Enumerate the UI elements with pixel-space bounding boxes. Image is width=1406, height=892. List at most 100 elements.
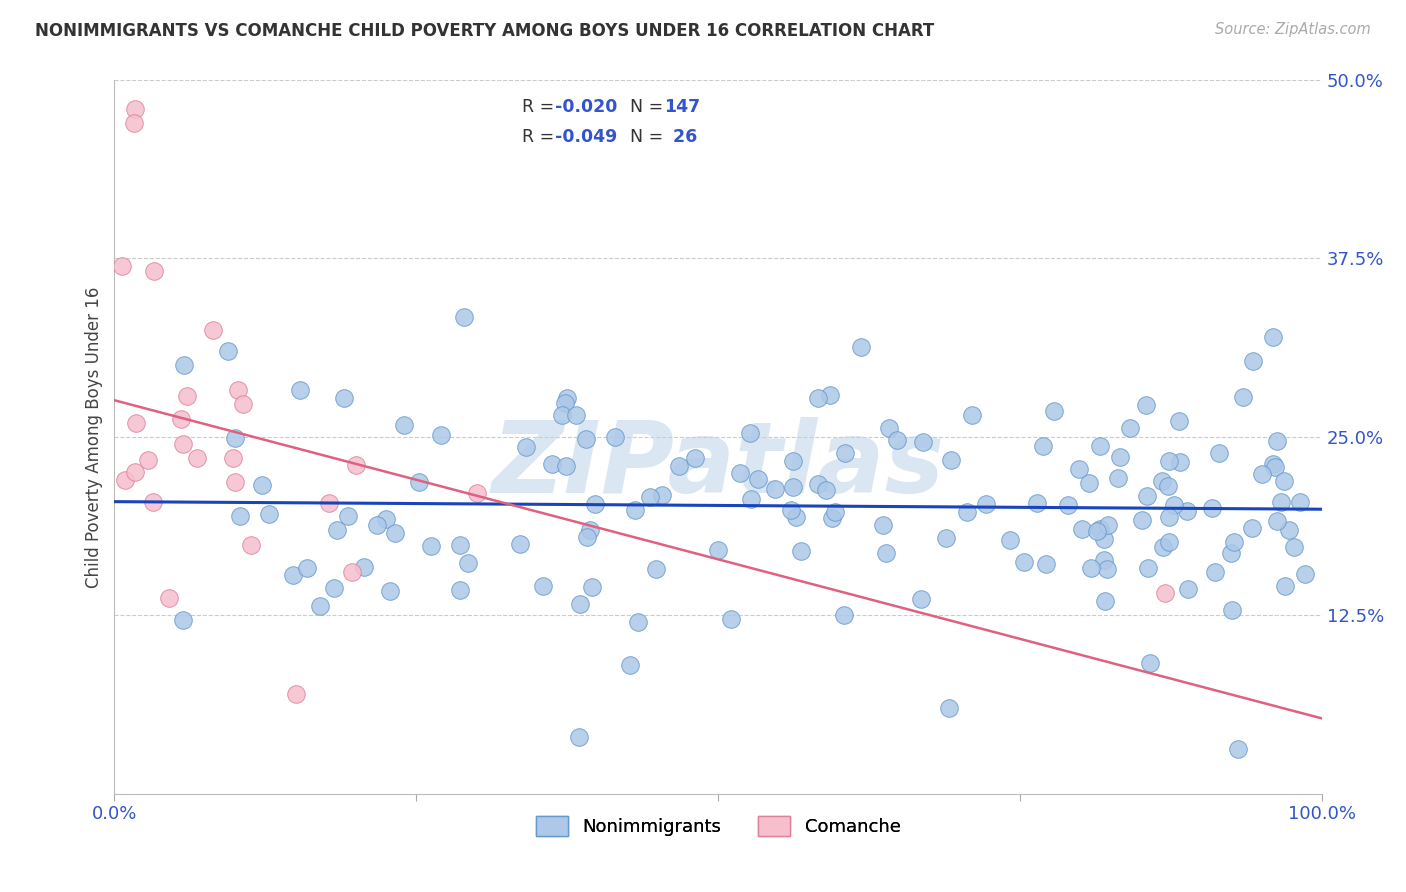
Point	[1163, 498, 1185, 512]
Point	[956, 505, 979, 519]
Point	[911, 435, 934, 450]
Point	[173, 359, 195, 373]
Point	[232, 397, 254, 411]
Point	[1080, 561, 1102, 575]
Point	[515, 440, 537, 454]
Point	[1088, 439, 1111, 453]
Point	[172, 613, 194, 627]
Point	[122, 116, 145, 130]
Point	[240, 538, 263, 552]
Point	[281, 568, 304, 582]
Point	[1241, 521, 1264, 535]
Point	[1219, 546, 1241, 560]
Point	[815, 483, 838, 498]
Point	[176, 389, 198, 403]
Point	[430, 428, 453, 442]
Point	[1097, 518, 1119, 533]
Point	[1092, 532, 1115, 546]
Point	[342, 566, 364, 580]
Point	[707, 543, 730, 558]
Point	[114, 473, 136, 487]
Text: 26: 26	[668, 128, 697, 146]
Legend: Nonimmigrants, Comanche: Nonimmigrants, Comanche	[527, 807, 910, 846]
Point	[222, 450, 245, 465]
Point	[250, 478, 273, 492]
Point	[1159, 453, 1181, 467]
Point	[685, 451, 707, 466]
Point	[730, 466, 752, 480]
Point	[1201, 501, 1223, 516]
Point	[394, 418, 416, 433]
Point	[974, 497, 997, 511]
Point	[668, 459, 690, 474]
Point	[1261, 457, 1284, 471]
Point	[938, 701, 960, 715]
Point	[821, 511, 844, 525]
Point	[779, 502, 801, 516]
Point	[740, 491, 762, 506]
Text: 147: 147	[664, 98, 700, 116]
Point	[353, 559, 375, 574]
Point	[1095, 561, 1118, 575]
Text: N =: N =	[619, 128, 669, 146]
Point	[124, 102, 146, 116]
Text: -0.020: -0.020	[555, 98, 617, 116]
Point	[576, 530, 599, 544]
Point	[1085, 524, 1108, 538]
Point	[824, 505, 846, 519]
Point	[1078, 475, 1101, 490]
Point	[1130, 513, 1153, 527]
Point	[453, 310, 475, 325]
Point	[583, 497, 606, 511]
Point	[297, 561, 319, 575]
Point	[910, 591, 932, 606]
Point	[1135, 398, 1157, 412]
Point	[872, 517, 894, 532]
Point	[170, 412, 193, 426]
Point	[575, 432, 598, 446]
Point	[834, 608, 856, 623]
Point	[1026, 496, 1049, 510]
Point	[1167, 414, 1189, 428]
Point	[627, 615, 650, 630]
Text: R =: R =	[523, 128, 560, 146]
Point	[541, 457, 564, 471]
Point	[1067, 461, 1090, 475]
Point	[465, 485, 488, 500]
Point	[578, 523, 600, 537]
Point	[960, 408, 983, 422]
Text: R =: R =	[523, 98, 560, 116]
Point	[875, 546, 897, 560]
Point	[785, 510, 807, 524]
Point	[998, 533, 1021, 548]
Point	[111, 259, 134, 273]
Point	[457, 556, 479, 570]
Text: ZIPatlas: ZIPatlas	[492, 417, 945, 514]
Point	[1278, 523, 1301, 537]
Point	[509, 536, 531, 550]
Point	[285, 687, 308, 701]
Point	[1137, 560, 1160, 574]
Point	[217, 344, 239, 359]
Point	[640, 491, 662, 505]
Point	[142, 494, 165, 508]
Point	[288, 384, 311, 398]
Point	[1265, 434, 1288, 448]
Point	[257, 508, 280, 522]
Point	[226, 383, 249, 397]
Point	[420, 539, 443, 553]
Point	[1043, 404, 1066, 418]
Point	[1294, 566, 1316, 581]
Point	[1012, 555, 1035, 569]
Point	[565, 409, 588, 423]
Point	[449, 582, 471, 597]
Point	[336, 509, 359, 524]
Point	[202, 323, 225, 337]
Point	[1284, 540, 1306, 554]
Point	[555, 391, 578, 405]
Text: NONIMMIGRANTS VS COMANCHE CHILD POVERTY AMONG BOYS UNDER 16 CORRELATION CHART: NONIMMIGRANTS VS COMANCHE CHILD POVERTY …	[35, 22, 935, 40]
Point	[624, 503, 647, 517]
Point	[1057, 499, 1080, 513]
Point	[807, 476, 830, 491]
Point	[644, 562, 666, 576]
